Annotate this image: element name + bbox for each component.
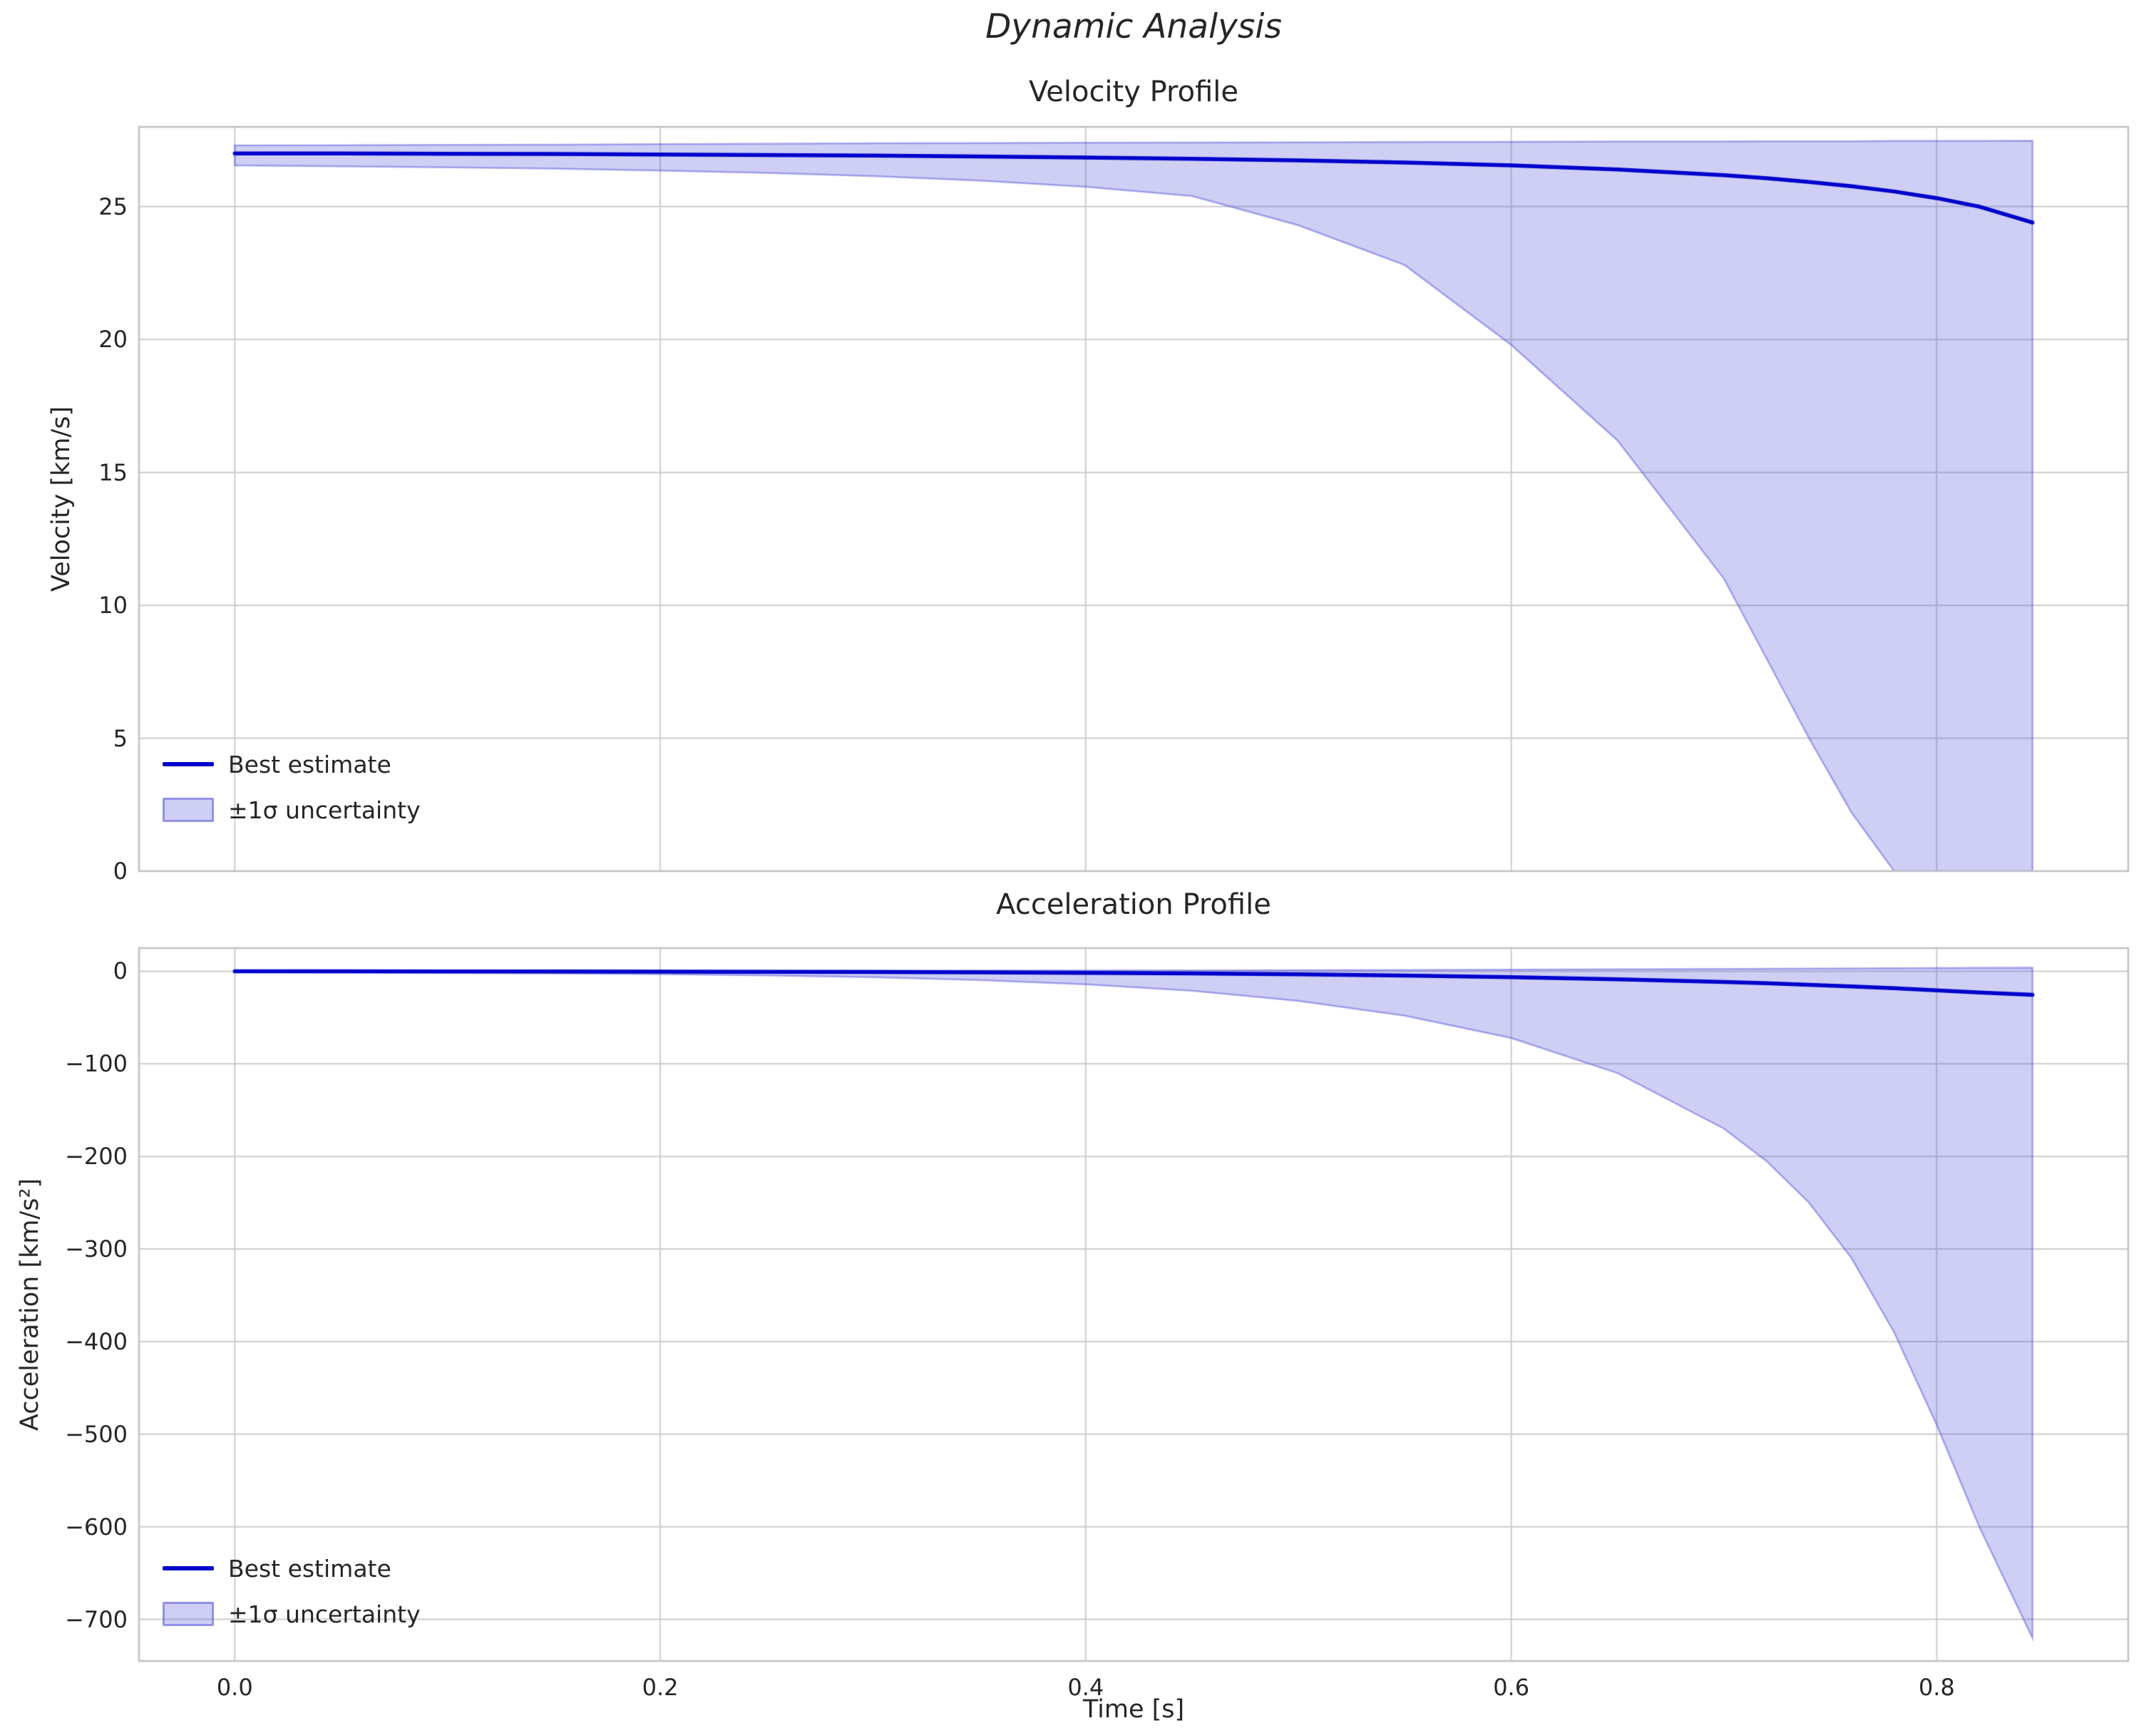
legend-item-uncertainty: ±1σ uncertainty [163, 787, 421, 833]
y-tick-label: 10 [98, 592, 128, 619]
acceleration-subplot-title: Acceleration Profile [996, 888, 1271, 921]
y-tick-label: 15 [98, 458, 128, 486]
band-swatch-icon [163, 1602, 214, 1626]
legend-item-uncertainty: ±1σ uncertainty [163, 1591, 421, 1637]
line-swatch-icon [163, 762, 214, 766]
line-swatch-icon [163, 1566, 214, 1570]
acceleration-legend: Best estimate ±1σ uncertainty [163, 1546, 421, 1637]
y-tick-label: −500 [65, 1420, 128, 1448]
legend-label: Best estimate [228, 750, 391, 778]
y-tick-label: −200 [65, 1143, 128, 1171]
x-tick-label: 0.6 [1493, 1674, 1530, 1701]
velocity-y-axis-label: Velocity [km/s] [47, 406, 76, 592]
y-tick-label: −300 [65, 1235, 128, 1263]
y-tick-label: 0 [113, 858, 128, 885]
band-swatch-icon [163, 798, 214, 822]
velocity-legend: Best estimate ±1σ uncertainty [163, 741, 421, 833]
y-tick-label: −700 [65, 1605, 128, 1633]
legend-item-best-estimate: Best estimate [163, 741, 421, 787]
x-tick-label: 0.2 [642, 1674, 679, 1701]
x-tick-label: 0.4 [1067, 1674, 1104, 1701]
legend-item-best-estimate: Best estimate [163, 1546, 421, 1591]
y-tick-label: 0 [113, 957, 128, 985]
legend-label: ±1σ uncertainty [228, 1600, 421, 1628]
y-tick-label: 5 [113, 724, 128, 752]
x-tick-label: 0.0 [216, 1674, 253, 1701]
y-tick-label: −100 [65, 1050, 128, 1078]
y-tick-label: 20 [98, 326, 128, 354]
legend-label: ±1σ uncertainty [228, 796, 421, 824]
x-tick-label: 0.8 [1918, 1674, 1955, 1701]
figure-title: Dynamic Analysis [985, 7, 1282, 46]
y-tick-label: −600 [65, 1513, 128, 1541]
x-axis-label: Time [s] [1082, 1695, 1185, 1724]
y-tick-label: −400 [65, 1327, 128, 1355]
acceleration-y-axis-label: Acceleration [km/s²] [16, 1178, 44, 1431]
y-tick-label: 25 [98, 192, 128, 220]
legend-label: Best estimate [228, 1554, 391, 1583]
velocity-subplot-title: Velocity Profile [1028, 76, 1238, 108]
